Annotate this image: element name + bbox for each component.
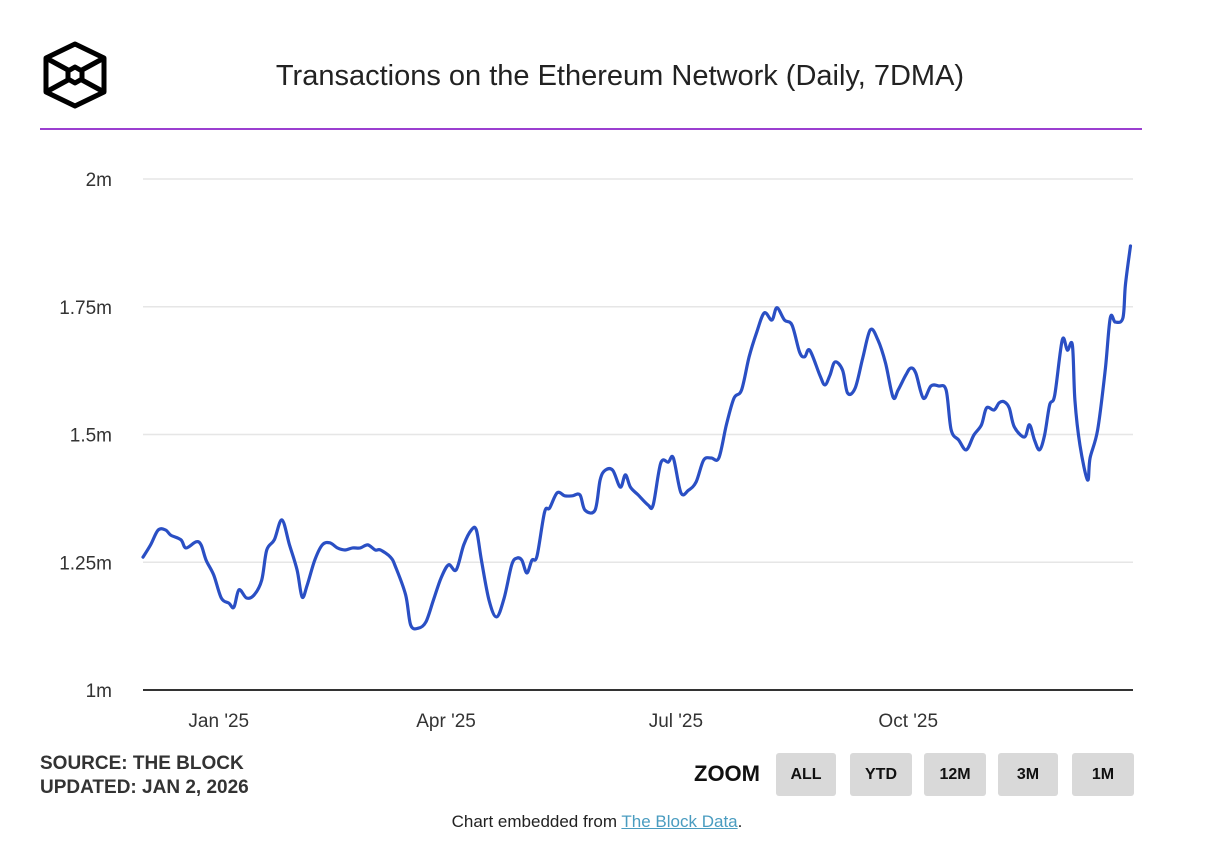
title-divider [40,128,1142,130]
zoom-3m-button[interactable]: 3M [998,753,1058,796]
source-info: SOURCE: THE BLOCK UPDATED: JAN 2, 2026 [40,752,249,800]
zoom-1m-button[interactable]: 1M [1072,753,1134,796]
y-tick-label: 1.25m [59,553,112,574]
series-line [141,244,1133,631]
y-tick-label: 2m [86,170,112,191]
x-tick-label: Jul '25 [649,711,703,732]
line-chart[interactable]: 1m 1.25m 1.5m 1.75m 2m Jan '25 Apr '25 Jul '25 O… [0,0,1210,740]
embed-caption: Chart embedded from The Block Data. [0,812,1194,832]
caption-prefix: Chart embedded from [451,812,622,831]
the-block-data-link[interactable]: The Block Data [621,812,738,831]
y-tick-label: 1.5m [70,426,112,447]
caption-suffix: . [737,812,743,831]
source-text: SOURCE: THE BLOCK [40,753,244,774]
zoom-label: ZOOM [694,761,760,786]
x-tick-label: Apr '25 [416,711,476,732]
the-block-logo-icon [43,41,107,109]
x-tick-label: Oct '25 [878,711,938,732]
x-tick-label: Jan '25 [188,711,249,732]
updated-text: UPDATED: JAN 2, 2026 [40,777,249,798]
zoom-all-button[interactable]: ALL [776,753,836,796]
y-tick-label: 1.75m [59,298,112,319]
zoom-ytd-button[interactable]: YTD [850,753,912,796]
zoom-12m-button[interactable]: 12M [924,753,986,796]
y-tick-label: 1m [86,681,112,702]
chart-title: Transactions on the Ethereum Network (Da… [275,60,965,92]
